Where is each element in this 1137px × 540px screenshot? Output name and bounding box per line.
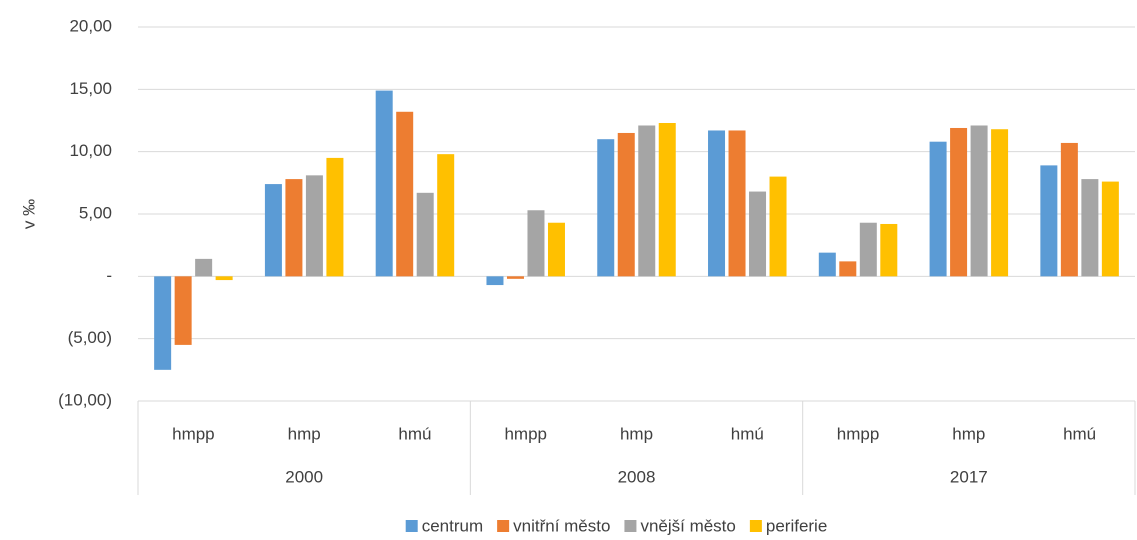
bar bbox=[547, 222, 565, 277]
legend-swatch bbox=[405, 520, 418, 532]
bar bbox=[527, 210, 545, 277]
y-tick-label: (5,00) bbox=[68, 328, 112, 347]
bar bbox=[991, 129, 1009, 277]
bar bbox=[708, 130, 726, 277]
legend-swatch bbox=[749, 520, 762, 532]
bar bbox=[617, 132, 635, 277]
bar bbox=[1060, 142, 1078, 277]
x-tick-label: hmpp bbox=[172, 424, 215, 443]
x-tick-label: hmú bbox=[1063, 424, 1096, 443]
bar bbox=[326, 157, 344, 277]
y-tick-label: 20,00 bbox=[69, 16, 112, 35]
bar bbox=[1081, 179, 1099, 277]
x-tick-label: hmp bbox=[952, 424, 985, 443]
bar bbox=[1101, 181, 1119, 277]
x-tick-label: hmp bbox=[620, 424, 653, 443]
y-tick-label: (10,00) bbox=[58, 390, 112, 409]
y-tick-label: - bbox=[106, 266, 112, 285]
bar bbox=[880, 223, 898, 277]
bar bbox=[506, 276, 524, 279]
x-tick-label: hmú bbox=[398, 424, 431, 443]
bar bbox=[859, 222, 877, 277]
x-tick-label: hmpp bbox=[504, 424, 547, 443]
group-label: 2017 bbox=[950, 467, 988, 486]
bar bbox=[486, 276, 504, 286]
bar bbox=[174, 276, 192, 345]
group-label: 2008 bbox=[618, 467, 656, 486]
legend-label: vnější město bbox=[640, 516, 735, 535]
bar bbox=[728, 130, 746, 277]
x-tick-label: hmpp bbox=[837, 424, 880, 443]
y-axis-label: v ‰ bbox=[19, 199, 38, 229]
y-tick-label: 15,00 bbox=[69, 79, 112, 98]
bar bbox=[597, 139, 615, 277]
legend-swatch bbox=[624, 520, 637, 532]
bar bbox=[215, 276, 233, 281]
bar bbox=[437, 154, 455, 277]
bar bbox=[195, 258, 213, 277]
x-tick-label: hmp bbox=[288, 424, 321, 443]
bar bbox=[396, 111, 414, 277]
bar bbox=[638, 125, 656, 277]
legend-label: vnitřní město bbox=[513, 516, 610, 535]
legend-label: centrum bbox=[422, 516, 483, 535]
bar bbox=[658, 122, 676, 277]
bar bbox=[818, 252, 836, 277]
legend-label: periferie bbox=[766, 516, 827, 535]
bar bbox=[929, 141, 947, 277]
bar bbox=[285, 179, 303, 277]
x-tick-label: hmú bbox=[731, 424, 764, 443]
y-tick-label: 5,00 bbox=[79, 203, 112, 222]
bar bbox=[305, 175, 323, 277]
bar bbox=[769, 176, 787, 277]
bar bbox=[970, 125, 988, 277]
bar bbox=[154, 276, 172, 370]
y-tick-label: 10,00 bbox=[69, 141, 112, 160]
bar bbox=[375, 90, 393, 277]
bar bbox=[264, 184, 282, 277]
bar bbox=[416, 192, 434, 277]
group-label: 2000 bbox=[285, 467, 323, 486]
legend-swatch bbox=[497, 520, 510, 532]
bar bbox=[950, 127, 968, 277]
bar bbox=[749, 191, 767, 277]
bar bbox=[1040, 165, 1058, 277]
bar bbox=[839, 261, 857, 277]
